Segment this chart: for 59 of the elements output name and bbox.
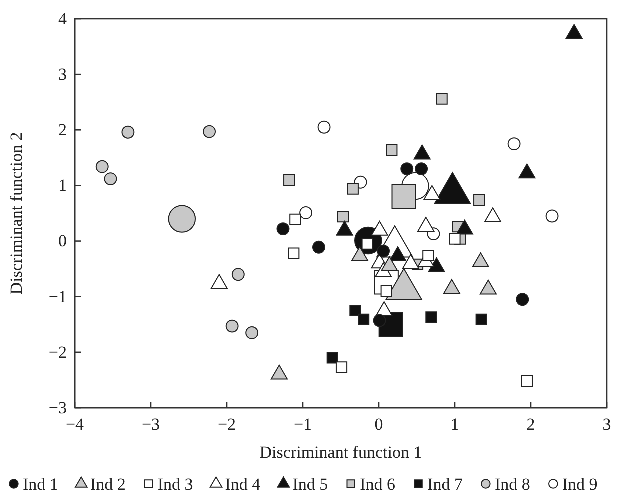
y-tick-label: 4 <box>58 9 68 28</box>
legend-label: Ind 5 <box>292 475 328 494</box>
y-tick-label: −1 <box>48 287 67 306</box>
point <box>104 172 118 186</box>
point <box>358 314 370 326</box>
point <box>508 138 521 150</box>
x-tick-label: −2 <box>218 415 236 434</box>
legend-label: Ind 2 <box>90 475 126 494</box>
legend-label: Ind 9 <box>562 475 598 494</box>
point <box>426 312 438 324</box>
y-tick-label: −2 <box>48 342 67 362</box>
point <box>380 286 392 298</box>
legend-label: Ind 6 <box>360 475 396 494</box>
point <box>422 250 434 262</box>
x-tick-label: 2 <box>526 415 536 434</box>
x-tick-label: −1 <box>294 415 312 434</box>
point <box>386 144 398 156</box>
point <box>326 352 338 364</box>
point <box>546 210 559 223</box>
point <box>300 206 313 220</box>
y-axis-title: Discriminant function 2 <box>7 132 26 295</box>
point <box>232 268 245 282</box>
legend-label: Ind 8 <box>494 475 530 494</box>
point <box>436 93 448 105</box>
point <box>377 244 390 258</box>
y-tick-label: −3 <box>48 398 67 418</box>
x-axis-title: Discriminant function 1 <box>260 443 422 462</box>
point <box>226 320 239 333</box>
point <box>276 222 290 236</box>
point <box>373 314 386 328</box>
legend-label: Ind 7 <box>428 475 464 494</box>
point <box>312 240 326 254</box>
point <box>96 160 109 174</box>
x-tick-label: −4 <box>66 415 85 434</box>
point <box>246 326 259 340</box>
y-tick-label: 2 <box>58 120 67 140</box>
x-tick-label: 3 <box>602 415 612 434</box>
y-tick-label: 1 <box>58 176 67 196</box>
point <box>449 233 461 245</box>
point <box>474 194 486 206</box>
y-tick-label: 0 <box>58 232 67 251</box>
point <box>318 120 331 134</box>
x-tick-label: 0 <box>374 415 384 434</box>
point <box>203 125 216 138</box>
point <box>337 211 350 223</box>
point <box>516 293 530 306</box>
point <box>476 314 488 326</box>
point <box>350 304 362 317</box>
point <box>415 162 428 176</box>
point <box>347 183 359 195</box>
x-tick-label: 1 <box>450 415 460 434</box>
point <box>284 174 296 186</box>
legend-label: Ind 3 <box>158 475 194 494</box>
legend-label: Ind 4 <box>225 475 262 494</box>
y-tick-label: 3 <box>58 65 67 84</box>
legend-label: Ind 1 <box>23 475 58 494</box>
point <box>400 162 414 176</box>
x-tick-label: −3 <box>142 415 160 434</box>
point <box>122 126 135 139</box>
